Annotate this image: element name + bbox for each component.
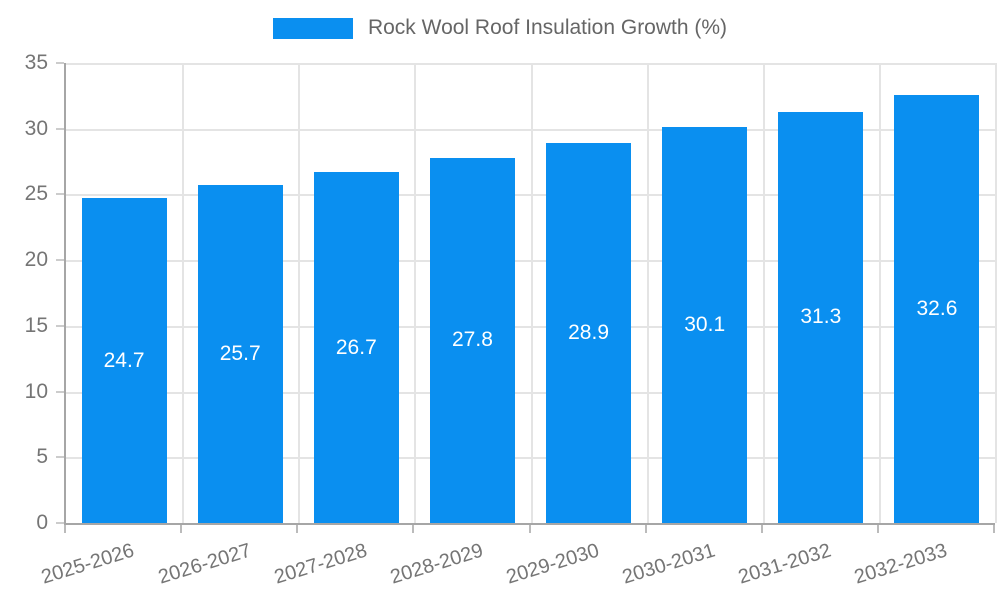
bar-2028-2029[interactable] — [429, 157, 515, 523]
x-tick-label: 2027-2028 — [271, 539, 370, 589]
x-tick-label: 2032-2033 — [852, 539, 951, 589]
x-tick-label: 2030-2031 — [619, 539, 718, 589]
x-tick-label: 2026-2027 — [155, 539, 254, 589]
x-tick-mark — [412, 525, 415, 533]
y-tick-label: 5 — [36, 445, 48, 469]
gridline-vertical — [995, 63, 997, 523]
y-tick-mark — [56, 324, 64, 327]
x-tick-mark — [180, 525, 183, 533]
legend-label: Rock Wool Roof Insulation Growth (%) — [367, 16, 728, 39]
y-tick-label: 30 — [24, 116, 48, 140]
bar-2026-2027[interactable] — [197, 185, 283, 523]
y-tick-mark — [56, 390, 64, 393]
x-tick-mark — [528, 525, 531, 533]
legend[interactable]: Rock Wool Roof Insulation Growth (%) — [0, 16, 1000, 40]
legend-swatch-icon — [272, 17, 353, 39]
bar-2029-2030[interactable] — [546, 143, 632, 523]
gridline-vertical — [182, 63, 185, 523]
plot-area: 24.7 25.7 26.7 27.8 28.9 30.1 31.3 32.6 — [64, 63, 997, 525]
bar-value-label: 26.7 — [335, 335, 377, 359]
bar-value-label: 31.3 — [800, 305, 842, 329]
gridline-vertical — [762, 63, 765, 523]
x-tick-mark — [876, 525, 879, 533]
x-tick-label: 2028-2029 — [387, 539, 486, 589]
gridline-vertical — [878, 63, 881, 523]
bar-2031-2032[interactable] — [778, 111, 864, 523]
y-tick-mark — [56, 522, 64, 524]
y-tick-label: 0 — [36, 511, 48, 534]
x-tick-label: 2029-2030 — [503, 539, 602, 589]
bar-2030-2031[interactable] — [662, 127, 748, 523]
y-tick-mark — [56, 259, 64, 262]
gridline-vertical — [414, 63, 417, 523]
bar-value-label: 25.7 — [219, 342, 261, 366]
y-tick-label: 35 — [24, 51, 48, 74]
y-tick-label: 15 — [24, 313, 48, 337]
bar-2027-2028[interactable] — [313, 172, 399, 523]
y-tick-mark — [56, 193, 64, 196]
bar-value-label: 30.1 — [684, 313, 726, 337]
gridline-vertical — [646, 63, 649, 523]
y-axis-labels: 0 5 10 15 20 25 30 35 — [0, 51, 48, 534]
x-tick-label: 2025-2026 — [39, 539, 138, 589]
bar-2025-2026[interactable] — [81, 198, 167, 523]
gridline-vertical — [530, 63, 533, 523]
x-tick-mark — [296, 525, 299, 533]
y-tick-label: 20 — [24, 248, 48, 272]
x-axis-labels: 2025-2026 2026-2027 2027-2028 2028-2029 2029… — [39, 533, 993, 598]
x-tick-mark — [760, 525, 763, 533]
bar-value-label: 27.8 — [452, 328, 493, 352]
x-tick-mark — [993, 525, 995, 533]
y-tick-mark — [56, 127, 64, 130]
y-tick-mark — [56, 456, 64, 459]
y-tick-label: 25 — [24, 182, 48, 206]
x-tick-mark — [644, 525, 647, 533]
x-tick-mark — [64, 525, 66, 533]
bar-2032-2033[interactable] — [894, 94, 980, 523]
gridline-vertical — [298, 63, 301, 523]
bar-value-label: 28.9 — [568, 321, 609, 345]
y-tick-label: 10 — [24, 379, 48, 403]
x-tick-label: 2031-2032 — [735, 539, 834, 589]
bar-value-label: 32.6 — [916, 296, 958, 320]
y-tick-mark — [56, 62, 64, 64]
bar-value-label: 24.7 — [103, 348, 145, 372]
